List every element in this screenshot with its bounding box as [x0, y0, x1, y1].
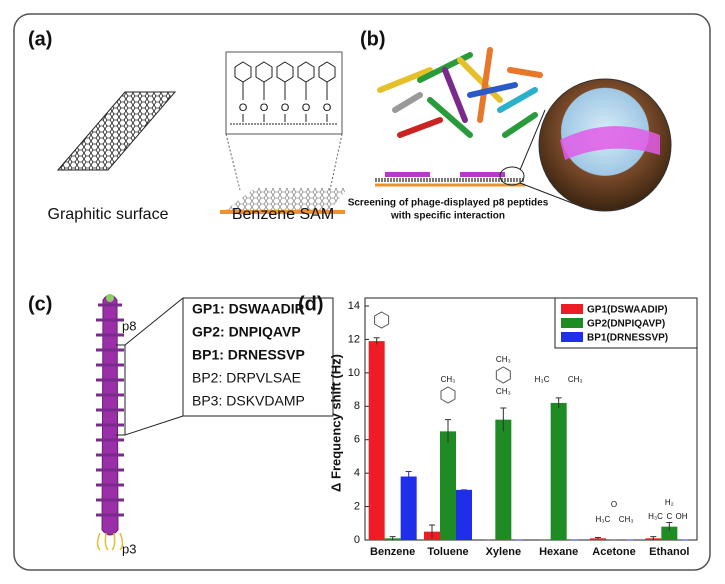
zoom-line	[519, 109, 546, 171]
molecule-label: H₃C	[596, 515, 611, 524]
panel-label: (d)	[298, 293, 324, 315]
y-tick-label: 0	[354, 534, 360, 546]
bound-phage	[460, 172, 505, 177]
molecule-label: CH₃	[568, 375, 583, 384]
error-bar	[555, 397, 562, 408]
bar	[495, 419, 512, 540]
caption: Benzene SAM	[232, 206, 334, 223]
bar	[400, 476, 417, 540]
error-bar	[405, 470, 412, 482]
caption: Screening of phage-displayed p8 peptides	[348, 198, 549, 209]
bracket	[116, 297, 184, 436]
y-tick-label: 4	[354, 467, 360, 479]
graphene-sheet	[56, 91, 177, 171]
peptide-box	[182, 297, 334, 417]
atom-label: O	[281, 102, 290, 114]
legend-swatch	[561, 318, 583, 328]
molecule-label: CH₃	[441, 375, 456, 384]
molecule-label: H₃C	[535, 375, 550, 384]
phage-p3	[96, 532, 124, 551]
peptide: GP2: DNPIQAVP	[192, 324, 301, 340]
error-bar	[429, 524, 435, 539]
molecule-label: O	[611, 500, 617, 509]
error-bar	[373, 337, 380, 345]
molecule-label: CH₃	[619, 515, 634, 524]
error-bar	[389, 536, 396, 540]
peptide: BP1: DRNESSVP	[192, 347, 305, 363]
caption: Graphitic surface	[48, 206, 169, 223]
phage-tip	[106, 294, 114, 302]
error-bar	[650, 536, 657, 540]
molecule-ring	[374, 311, 390, 329]
panel-label: (a)	[28, 28, 52, 50]
molecule-label: H₂	[665, 498, 674, 507]
sam-inset	[225, 51, 343, 135]
error-bar	[666, 521, 673, 531]
molecule-ring	[440, 386, 456, 404]
phage-coat	[96, 303, 124, 517]
x-tick-label: Xylene	[486, 546, 521, 558]
y-axis-label: Δ Frequency shift (Hz)	[328, 354, 343, 492]
phage-sticks	[377, 47, 543, 138]
x-tick-label: Ethanol	[649, 546, 689, 558]
molecule-label: H₃C	[648, 512, 663, 521]
frame	[13, 13, 711, 571]
molecule-label: OH	[676, 512, 688, 521]
error-bar	[500, 407, 507, 432]
sam-layer	[226, 188, 348, 210]
molecule-label: CH₃	[496, 387, 511, 396]
molecule-label: C	[666, 512, 672, 521]
atom-label: O	[302, 102, 311, 114]
caption: with specific interaction	[390, 211, 505, 222]
bar	[550, 402, 567, 540]
y-tick-label: 10	[348, 367, 360, 379]
legend-label: GP2(DNPIQAVP)	[587, 319, 665, 330]
y-tick-label: 8	[354, 400, 360, 412]
zoom-phage	[560, 126, 660, 160]
panel-label: (b)	[360, 28, 386, 50]
x-tick-label: Hexane	[539, 546, 578, 558]
x-tick-label: Toluene	[427, 546, 468, 558]
legend-swatch	[561, 332, 583, 342]
y-tick-label: 2	[354, 500, 360, 512]
molecule-label: CH₃	[496, 355, 511, 364]
y-tick-label: 6	[354, 434, 360, 446]
peptide: BP3: DSKVDAMP	[192, 393, 305, 409]
y-tick-label: 12	[348, 333, 360, 345]
molecule-ring	[495, 366, 511, 384]
bar	[456, 489, 472, 540]
bar	[661, 526, 678, 540]
y-tick-label: 14	[348, 300, 360, 312]
atom-label: O	[239, 102, 248, 114]
error-bar	[445, 419, 451, 444]
panel-label: (c)	[28, 293, 52, 315]
protein-label: p8	[122, 318, 136, 333]
protein-label: p3	[122, 541, 136, 556]
atom-label: O	[260, 102, 269, 114]
peptide: GP1: DSWAADIP	[192, 301, 304, 317]
atom-label: O	[323, 102, 332, 114]
x-tick-label: Acetone	[592, 546, 635, 558]
plot-frame	[364, 297, 698, 541]
zoom-line	[329, 133, 343, 191]
legend-label: BP1(DRNESSVP)	[587, 333, 668, 344]
error-bar	[595, 536, 601, 540]
bound-phage	[385, 172, 430, 177]
x-tick-label: Benzene	[370, 546, 415, 558]
bar	[368, 341, 385, 540]
peptide: BP2: DRPVLSAE	[192, 370, 301, 386]
bar	[440, 431, 456, 540]
zoom-marker	[499, 166, 525, 186]
legend-swatch	[561, 304, 583, 314]
legend-label: GP1(DSWAADIP)	[587, 305, 668, 316]
zoom-line	[225, 133, 241, 191]
